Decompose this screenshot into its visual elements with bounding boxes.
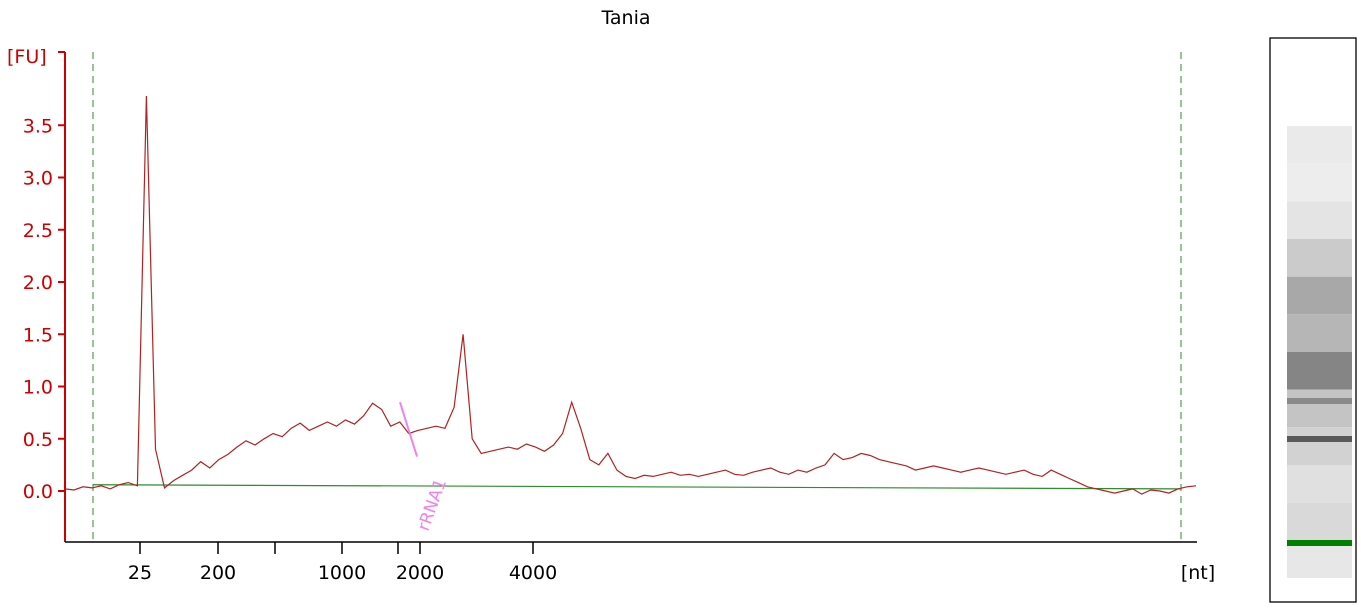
- gel-band: [1287, 398, 1352, 404]
- y-tick-label: 2.5: [23, 220, 53, 242]
- gel-band: [1287, 314, 1352, 352]
- gel-band: [1287, 389, 1352, 428]
- x-tick-label: 4000: [509, 562, 557, 584]
- gel-band: [1287, 465, 1352, 503]
- y-tick-label: 2.0: [23, 272, 53, 294]
- axes: 0.0 0.5 1.0 1.5 2.0 2.5 3.0 3.5 25 200 1000 2000 400…: [23, 51, 1197, 584]
- gel-band: [1287, 502, 1352, 541]
- x-tick-label: 1000: [318, 562, 366, 584]
- chart-marks: rRNA1: [64, 52, 1197, 540]
- y-tick-label: 1.0: [23, 377, 53, 399]
- gel-lane: [1287, 126, 1352, 578]
- gel-marker-band: [1287, 540, 1352, 546]
- x-tick-label: 2000: [396, 562, 444, 584]
- series-line: [64, 95, 1197, 495]
- gel-band: [1287, 239, 1352, 277]
- annotation-label: rRNA1: [414, 476, 451, 534]
- gel-band: [1287, 126, 1352, 164]
- x-axis-label: [nt]: [1181, 562, 1215, 584]
- y-tick-label: 0.0: [23, 481, 53, 503]
- gel-band: [1287, 163, 1352, 202]
- gel-band: [1287, 427, 1352, 465]
- gel-band: [1287, 201, 1352, 239]
- x-tick-label: 200: [200, 562, 236, 584]
- y-tick-label: 3.5: [23, 115, 53, 137]
- y-tick-label: 1.5: [23, 324, 53, 346]
- baseline-line: [92, 484, 1182, 490]
- y-tick-label: 0.5: [23, 429, 53, 451]
- chart-title: Tania: [600, 7, 650, 29]
- gel-band: [1287, 352, 1352, 390]
- gel-band: [1287, 540, 1352, 578]
- annotation-line: [399, 401, 418, 457]
- x-tick-label: 25: [128, 562, 152, 584]
- y-tick-label: 3.0: [23, 168, 53, 190]
- gel-band: [1287, 436, 1352, 442]
- y-axis-label: [FU]: [7, 46, 47, 68]
- gel-band: [1287, 276, 1352, 315]
